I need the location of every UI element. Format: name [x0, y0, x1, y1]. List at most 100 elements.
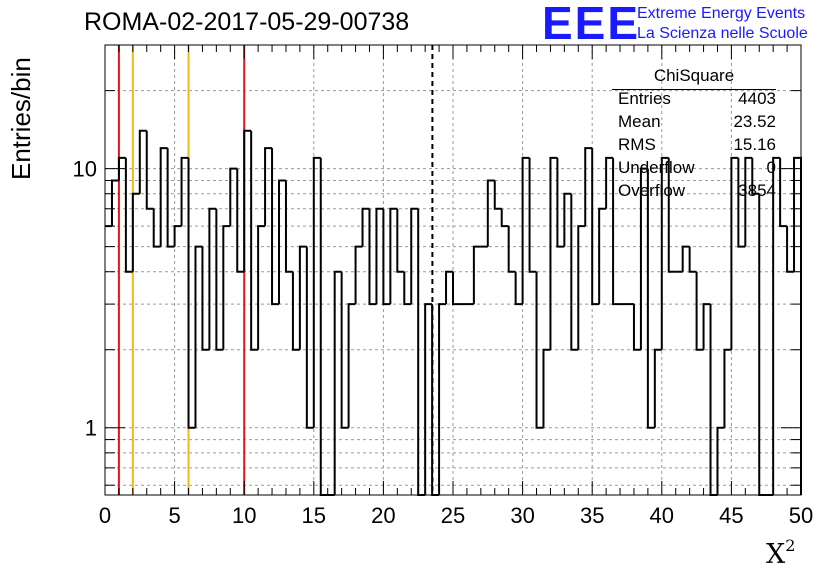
x-tick-label: 25	[441, 503, 465, 528]
histogram-bin	[646, 168, 655, 429]
histogram-bin	[298, 245, 307, 350]
x-tick-label: 40	[650, 503, 674, 528]
histogram-bin	[605, 156, 614, 209]
histogram-bin	[549, 156, 558, 350]
stats-row-entries: Entries 4403	[612, 89, 776, 112]
histogram-bin	[660, 156, 669, 350]
histogram-bin	[166, 148, 175, 248]
histogram-bin	[695, 271, 704, 351]
histogram-bin	[445, 270, 453, 305]
logo-subtitle-2: La Scienza nelle Scuole	[637, 25, 808, 42]
histogram-bin	[528, 157, 537, 273]
histogram-bin	[333, 270, 342, 495]
histogram-bin	[472, 245, 481, 305]
histogram-bin	[250, 130, 259, 351]
histogram-bin	[222, 225, 231, 350]
histogram-bin	[598, 207, 607, 305]
stats-value: 3854	[738, 181, 776, 200]
histogram-bin	[201, 246, 210, 351]
y-axis-label: Entries/bin	[6, 57, 36, 180]
histogram-bin	[152, 208, 161, 248]
tick-labels: 0 5 10 15 20 25 30 35 40 45 50 1 10	[73, 157, 814, 528]
histogram-bin	[758, 193, 767, 496]
histogram-bin	[507, 226, 516, 273]
histogram-bin	[563, 192, 572, 247]
histogram-bin	[730, 156, 739, 350]
histogram-bin	[208, 207, 217, 350]
histogram-bin	[514, 271, 523, 306]
stats-row-mean: Mean 23.52	[612, 112, 776, 135]
stats-label: Mean	[618, 112, 661, 131]
chart-title: ROMA-02-2017-05-29-00738	[84, 8, 410, 36]
histogram-bin	[124, 157, 133, 273]
histogram-bin	[639, 167, 648, 350]
histogram-bin	[396, 208, 405, 273]
histogram-bin	[786, 226, 795, 273]
histogram-bin	[312, 156, 321, 428]
histogram-bin	[159, 147, 168, 247]
histogram-bin	[110, 179, 119, 227]
histogram-bin	[570, 193, 579, 351]
histogram-bin	[271, 148, 279, 306]
histogram-bin	[340, 271, 349, 429]
stats-value: 0	[766, 158, 776, 177]
histogram-bin	[257, 225, 266, 350]
histogram-bin	[716, 426, 725, 495]
histogram-bin	[131, 192, 140, 272]
histogram-bin	[632, 304, 641, 351]
stats-label: Entries	[618, 89, 671, 108]
histogram-bin	[486, 179, 495, 247]
histogram-bin	[180, 156, 189, 227]
y-tick-label: 10	[73, 157, 97, 182]
histogram-bin	[744, 156, 753, 247]
histogram-bin	[688, 246, 697, 273]
histogram-bin	[681, 245, 690, 272]
histogram-bin	[368, 208, 377, 306]
histogram-bin	[737, 157, 746, 248]
x-tick-label: 10	[232, 503, 256, 528]
histogram-bin	[779, 157, 788, 228]
histogram-bin	[591, 148, 600, 306]
x-tick-label: 35	[580, 503, 604, 528]
histogram-bin	[542, 348, 551, 428]
stats-box: ChiSquare Entries 4403 Mean 23.52 RMS 15…	[612, 66, 776, 204]
histogram-bin	[194, 245, 203, 428]
x-tick-label: 30	[510, 503, 534, 528]
histogram-bin	[751, 157, 760, 195]
histogram-bin	[709, 304, 718, 496]
histogram-bin	[375, 207, 384, 305]
histogram-bin	[229, 167, 238, 227]
x-tick-label: 5	[168, 503, 180, 528]
histogram-bin	[291, 271, 300, 351]
histogram-bin	[278, 179, 286, 305]
stats-label: RMS	[618, 135, 656, 154]
x-tick-label: 20	[371, 503, 395, 528]
histogram-bin	[361, 207, 370, 247]
stats-value: 15.16	[733, 135, 776, 154]
histogram-bin	[521, 156, 530, 305]
stats-row-rms: RMS 15.16	[612, 135, 776, 158]
histogram-bin	[723, 348, 732, 428]
histogram-bin	[264, 147, 273, 227]
histogram-bin	[410, 207, 419, 305]
histogram-bin	[403, 271, 412, 306]
stats-row-underflow: Underflow 0	[612, 158, 776, 181]
histogram-bin	[452, 271, 460, 306]
histogram-bin	[493, 180, 502, 210]
histogram-bin	[117, 156, 126, 181]
histogram-bin	[667, 157, 676, 273]
x-axis-label: X2	[766, 536, 796, 570]
histogram-bin	[173, 225, 182, 247]
logo-subtitle-1: Extreme Energy Events	[637, 5, 806, 22]
histogram-bin	[145, 130, 154, 210]
eee-logo: EEE	[542, 0, 641, 49]
histogram-bin	[243, 129, 252, 272]
histogram-bin	[187, 157, 196, 429]
stats-label: Underflow	[618, 158, 695, 177]
histogram-bin	[417, 208, 426, 496]
histogram-bin	[305, 246, 314, 429]
histogram-bin	[215, 208, 224, 351]
histogram-bin	[612, 157, 621, 306]
histogram-bin	[382, 208, 391, 306]
